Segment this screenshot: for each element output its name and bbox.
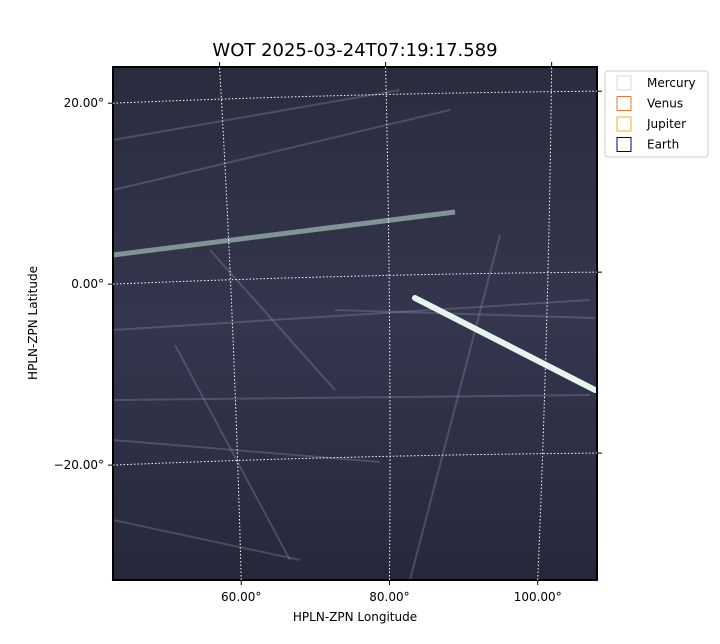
legend-label: Venus xyxy=(647,97,683,111)
y-tick-label: 20.00° xyxy=(64,96,104,110)
legend-label: Jupiter xyxy=(646,117,686,131)
legend-swatch xyxy=(616,116,632,132)
y-axis-label: HPLN-ZPN Latitude xyxy=(26,266,40,380)
legend-swatch xyxy=(616,137,632,152)
x-axis-label: HPLN-ZPN Longitude xyxy=(293,610,417,624)
legend-swatch xyxy=(616,96,632,111)
legend-label: Mercury xyxy=(647,76,696,90)
grid-line xyxy=(112,271,598,285)
chart-title: WOT 2025-03-24T07:19:17.589 xyxy=(212,40,497,61)
grid-line xyxy=(537,66,553,581)
x-tick-label: 100.00° xyxy=(514,590,562,604)
grid-line xyxy=(112,90,598,104)
x-tick-label: 60.00° xyxy=(221,590,261,604)
image xyxy=(112,66,598,581)
x-tick-label: 80.00° xyxy=(369,590,409,604)
grid-line xyxy=(219,66,242,581)
legend xyxy=(604,70,709,158)
grid-line xyxy=(112,452,598,466)
legend-swatch xyxy=(616,75,632,91)
y-tick-label: −20.00° xyxy=(54,458,104,472)
y-tick-label: 0.00° xyxy=(71,277,104,291)
legend-label: Earth xyxy=(647,138,679,152)
grid-line xyxy=(385,66,391,581)
